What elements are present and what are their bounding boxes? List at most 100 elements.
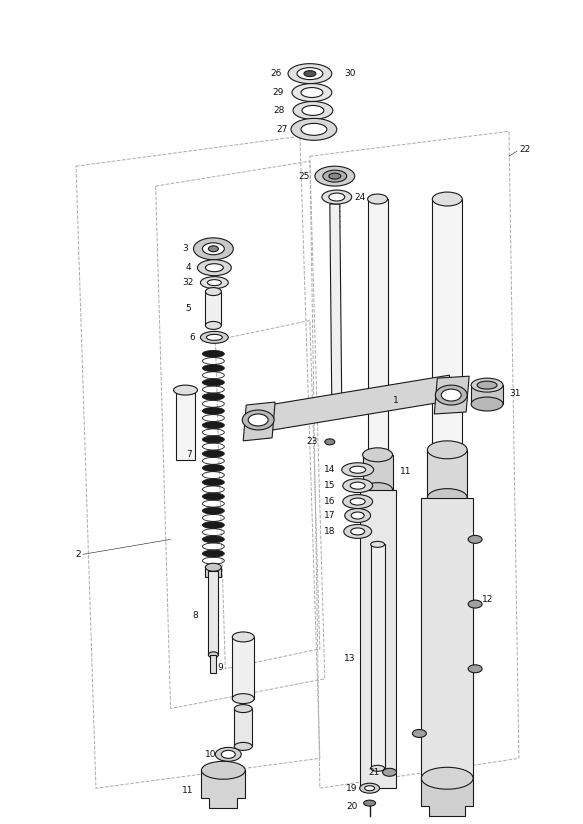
- Ellipse shape: [208, 246, 219, 252]
- Polygon shape: [368, 199, 388, 455]
- Text: 5: 5: [186, 304, 191, 313]
- Ellipse shape: [288, 63, 332, 83]
- Text: 19: 19: [346, 784, 358, 793]
- Ellipse shape: [329, 173, 341, 179]
- Ellipse shape: [343, 494, 373, 508]
- Ellipse shape: [202, 536, 224, 543]
- Ellipse shape: [301, 87, 323, 97]
- Ellipse shape: [201, 277, 229, 288]
- Polygon shape: [471, 385, 503, 404]
- Polygon shape: [422, 778, 473, 816]
- Ellipse shape: [194, 238, 233, 260]
- Ellipse shape: [301, 124, 327, 135]
- Ellipse shape: [202, 761, 245, 780]
- Ellipse shape: [202, 508, 224, 514]
- Polygon shape: [427, 450, 467, 498]
- Text: 13: 13: [344, 654, 356, 663]
- Ellipse shape: [329, 193, 345, 201]
- Ellipse shape: [202, 422, 224, 428]
- Ellipse shape: [382, 768, 396, 776]
- Ellipse shape: [343, 479, 373, 493]
- Ellipse shape: [350, 498, 365, 505]
- Ellipse shape: [323, 171, 347, 182]
- Ellipse shape: [202, 408, 224, 414]
- Ellipse shape: [436, 385, 467, 405]
- Ellipse shape: [232, 632, 254, 642]
- Ellipse shape: [322, 190, 352, 204]
- Text: 15: 15: [324, 481, 336, 490]
- Text: 27: 27: [277, 125, 288, 133]
- Ellipse shape: [422, 767, 473, 789]
- Text: 11: 11: [399, 467, 411, 476]
- Ellipse shape: [202, 550, 224, 557]
- Polygon shape: [210, 655, 216, 672]
- Ellipse shape: [441, 389, 461, 401]
- Ellipse shape: [351, 528, 364, 535]
- Ellipse shape: [371, 541, 385, 547]
- Ellipse shape: [364, 786, 375, 791]
- Ellipse shape: [201, 331, 229, 344]
- Text: 22: 22: [519, 145, 530, 154]
- Text: 32: 32: [182, 279, 194, 287]
- Ellipse shape: [325, 439, 335, 445]
- Ellipse shape: [242, 410, 274, 430]
- Ellipse shape: [433, 192, 462, 206]
- Ellipse shape: [363, 483, 392, 497]
- Polygon shape: [243, 402, 275, 441]
- Ellipse shape: [304, 71, 316, 77]
- Ellipse shape: [208, 279, 222, 286]
- Polygon shape: [202, 770, 245, 808]
- Polygon shape: [175, 390, 195, 460]
- Text: 29: 29: [273, 88, 284, 97]
- Text: 10: 10: [205, 750, 216, 759]
- Text: 14: 14: [324, 466, 336, 475]
- Ellipse shape: [427, 441, 467, 459]
- Ellipse shape: [368, 450, 388, 460]
- Text: 17: 17: [324, 511, 336, 520]
- Polygon shape: [205, 567, 222, 577]
- Ellipse shape: [360, 784, 380, 794]
- Ellipse shape: [315, 166, 354, 186]
- Polygon shape: [208, 571, 219, 655]
- Ellipse shape: [202, 365, 224, 372]
- Polygon shape: [330, 204, 342, 405]
- Ellipse shape: [345, 508, 371, 522]
- Ellipse shape: [198, 260, 231, 276]
- Ellipse shape: [208, 652, 219, 658]
- Ellipse shape: [471, 378, 503, 392]
- Polygon shape: [371, 545, 385, 768]
- Text: 7: 7: [186, 450, 191, 459]
- Ellipse shape: [205, 288, 222, 296]
- Ellipse shape: [468, 600, 482, 608]
- Ellipse shape: [202, 379, 224, 386]
- Ellipse shape: [215, 747, 241, 761]
- Text: 6: 6: [189, 333, 195, 342]
- Ellipse shape: [477, 382, 497, 389]
- Ellipse shape: [302, 105, 324, 115]
- Polygon shape: [422, 498, 473, 778]
- Ellipse shape: [202, 493, 224, 500]
- Ellipse shape: [234, 705, 252, 713]
- Ellipse shape: [471, 397, 503, 411]
- Text: 12: 12: [482, 595, 493, 604]
- Ellipse shape: [292, 83, 332, 101]
- Text: 16: 16: [324, 497, 336, 506]
- Ellipse shape: [205, 264, 223, 272]
- Ellipse shape: [174, 385, 198, 395]
- Ellipse shape: [297, 68, 323, 80]
- Ellipse shape: [232, 694, 254, 704]
- Ellipse shape: [351, 512, 364, 519]
- Text: 20: 20: [346, 802, 358, 811]
- Polygon shape: [250, 375, 454, 433]
- Ellipse shape: [350, 466, 366, 473]
- Ellipse shape: [368, 194, 388, 204]
- Polygon shape: [234, 709, 252, 747]
- Text: 9: 9: [217, 663, 223, 672]
- Polygon shape: [360, 489, 395, 789]
- Ellipse shape: [202, 479, 224, 485]
- Ellipse shape: [291, 119, 337, 140]
- Text: 26: 26: [271, 69, 282, 78]
- Text: 31: 31: [509, 389, 521, 398]
- Ellipse shape: [248, 414, 268, 426]
- Ellipse shape: [412, 729, 426, 737]
